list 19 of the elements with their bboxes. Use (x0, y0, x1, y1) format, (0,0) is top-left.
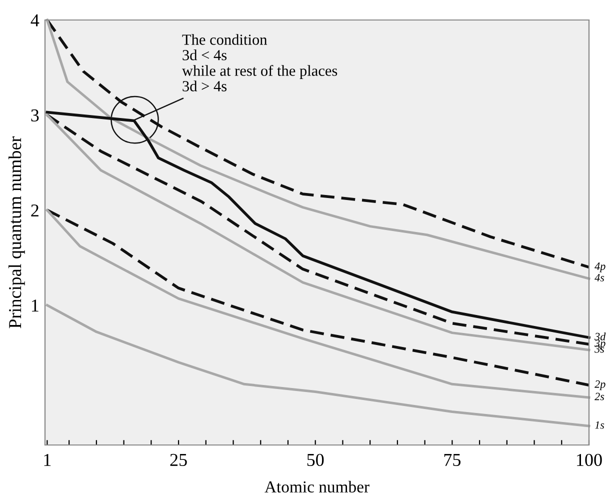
x-tick-label: 100 (577, 454, 602, 466)
y-axis-title: Principal quantum number (8, 136, 25, 328)
series-label: 4s (594, 274, 604, 282)
x-tick-label: 1 (44, 454, 51, 466)
series-label: 4p (594, 262, 606, 272)
annotation: The condition 3d < 4s while at rest of the places 3d > 4s (182, 34, 338, 92)
y-tick-label: 1 (32, 300, 38, 312)
y-tick-label: 3 (31, 109, 39, 122)
line-series (46, 304, 590, 428)
series-label: 2s (594, 392, 604, 400)
y-tick-label: 4 (30, 14, 40, 26)
x-tick-label: 25 (170, 454, 187, 466)
series-label: 1s (594, 421, 604, 429)
x-tick-label: 50 (307, 454, 324, 466)
x-axis-title: Atomic number (264, 480, 370, 493)
series-label: 2p (594, 380, 606, 390)
y-tick-label: 2 (31, 204, 38, 216)
series-label: 3d (594, 332, 606, 340)
x-tick-label: 75 (444, 454, 460, 466)
